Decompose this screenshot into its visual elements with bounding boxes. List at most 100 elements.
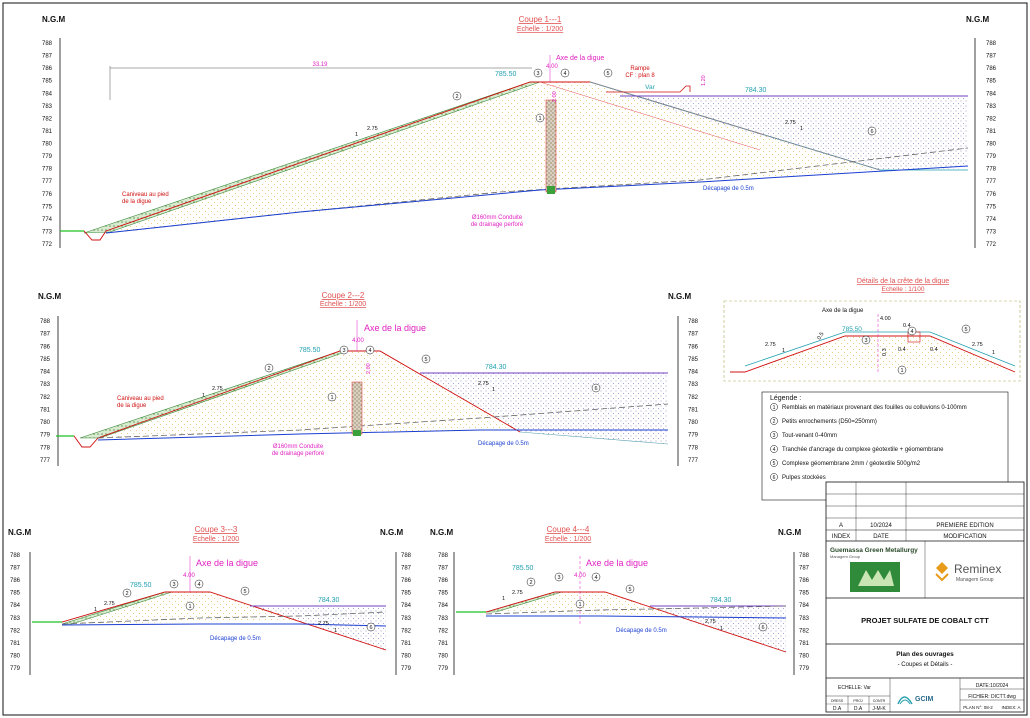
- revision-date: 10/2024: [870, 523, 892, 529]
- elevation-tick-label: 784: [401, 603, 412, 609]
- water-level: 784.30: [745, 87, 767, 94]
- elevation-tick-label: 784: [438, 603, 449, 609]
- slope-h: 2.75: [785, 120, 796, 126]
- drain-height: 2.00: [552, 91, 558, 102]
- svg-text:2: 2: [529, 580, 532, 586]
- partner-logo: [935, 562, 949, 582]
- pipe-label: de drainage perforé: [272, 451, 325, 457]
- section-title: Coupe 2---2: [322, 291, 365, 300]
- detail-scale: Echelle : 1/100: [881, 286, 924, 293]
- legend-item-text: Remblais en matériaux provenant des foui…: [782, 405, 967, 411]
- detail-slope-h: 2.75: [765, 342, 776, 348]
- ngm-label: N.G.M: [430, 528, 453, 537]
- crest-width: 4.00: [183, 573, 195, 579]
- elevation-tick-label: 787: [10, 566, 21, 572]
- legend-marker: 2: [264, 363, 274, 373]
- elevation-tick-label: 782: [401, 628, 412, 634]
- elevation-tick-label: 783: [438, 616, 449, 622]
- stripping-label: Décapage de 0.5m: [210, 636, 261, 642]
- elevation-tick-label: 787: [799, 566, 810, 572]
- legend-marker: 6: [366, 622, 376, 632]
- elevation-tick-label: 781: [10, 641, 21, 647]
- legend-marker: 2: [526, 577, 536, 587]
- ngm-label: N.G.M: [778, 528, 801, 537]
- signoff-head: DRESS: [831, 699, 844, 703]
- ditch-label: Caniveau au pied: [117, 396, 164, 402]
- legend-marker: 5: [961, 324, 971, 334]
- header-date: DATE: [873, 534, 889, 540]
- crest-level: 785.50: [130, 582, 152, 589]
- svg-text:4: 4: [773, 447, 776, 453]
- elevation-tick-label: 785: [688, 357, 699, 363]
- ngm-label: N.G.M: [966, 15, 989, 24]
- svg-text:5: 5: [606, 71, 609, 77]
- elevation-tick-label: 785: [40, 357, 51, 363]
- legend-marker: 3: [339, 345, 349, 355]
- slope-h: 2.75: [512, 590, 523, 596]
- section-scale: Echelle : 1/200: [517, 26, 563, 33]
- elevation-tick-label: 783: [10, 616, 21, 622]
- svg-text:4: 4: [197, 582, 200, 588]
- legend-marker: 5: [603, 68, 613, 78]
- elevation-tick-label: 782: [10, 628, 21, 634]
- axis-label: Axe de la digue: [586, 558, 648, 568]
- elevation-tick-label: 776: [42, 192, 53, 198]
- elevation-tick-label: 782: [438, 628, 449, 634]
- slope-v: 1: [720, 626, 723, 632]
- svg-text:6: 6: [594, 386, 597, 392]
- legend-item: 5 Complexe géomembrane 2mm / géotextile 5…: [770, 459, 921, 467]
- legend-marker: 5: [240, 586, 250, 596]
- elevation-tick-label: 787: [40, 332, 51, 338]
- ramp-height: 1.20: [701, 75, 707, 86]
- legend-marker: 5: [421, 354, 431, 364]
- partner-logo-sub: Managem Group: [956, 577, 994, 583]
- detail-slope-v: 1: [992, 350, 995, 356]
- elevation-tick-label: 786: [10, 578, 21, 584]
- legend-item: 6 Pulpes stockées: [770, 473, 826, 481]
- svg-text:2: 2: [267, 366, 270, 372]
- elevation-tick-label: 777: [40, 458, 51, 464]
- legend-item-text: Tranchée d'ancrage du complexe géotextil…: [782, 447, 944, 453]
- section-4: N.G.M N.G.M Coupe 4---4 Echelle : 1/200 …: [430, 525, 810, 675]
- signoff-head: PROJ: [853, 699, 863, 703]
- ngm-label: N.G.M: [380, 528, 403, 537]
- file-field: FICHIER: DICTT.dwg: [968, 694, 1016, 700]
- elevation-tick-label: 778: [688, 445, 699, 451]
- elevation-tick-label: 784: [688, 370, 699, 376]
- elevation-tick-label: 780: [688, 420, 699, 426]
- ramp-label: Rampe: [630, 66, 650, 72]
- ditch-label: de la digue: [117, 403, 147, 409]
- legend-item: 3 Tout-venant 0-40mm: [770, 431, 837, 439]
- elevation-tick-label: 783: [401, 616, 412, 622]
- elevation-tick-label: 779: [10, 666, 21, 672]
- client-logo-text: Guemassa Green Metallurgy: [830, 547, 918, 554]
- detail-dim: 0.4: [903, 323, 911, 329]
- office-logo-text: GCIM: [915, 696, 933, 703]
- svg-text:6: 6: [870, 129, 873, 135]
- slope-h: 2.75: [705, 619, 716, 625]
- elevation-tick-label: 780: [401, 653, 412, 659]
- plan-number: PLAN N°: 08-2: [963, 705, 993, 710]
- slope-h: 2.75: [478, 381, 489, 387]
- project-name: PROJET SULFATE DE COBALT CTT: [861, 616, 989, 625]
- elevation-tick-label: 780: [42, 142, 53, 148]
- svg-text:1: 1: [578, 602, 581, 608]
- client-logo-sub: Managem Group: [830, 554, 861, 559]
- elevation-tick-label: 786: [42, 66, 53, 72]
- elevation-tick-label: 772: [986, 242, 997, 248]
- svg-text:5: 5: [424, 357, 427, 363]
- legend-marker: 5: [625, 584, 635, 594]
- crest-level: 785.50: [495, 71, 517, 78]
- section-title: Coupe 4---4: [547, 525, 590, 534]
- crest-detail: Détails de la crête de la digue Echelle …: [723, 278, 1021, 382]
- legend-marker: 4: [907, 326, 917, 336]
- svg-text:5: 5: [628, 587, 631, 593]
- detail-dim: 0.3: [882, 348, 888, 356]
- svg-text:5: 5: [773, 461, 776, 467]
- elevation-tick-label: 788: [799, 553, 810, 559]
- elevation-tick-label: 775: [986, 204, 997, 210]
- index-field: INDEX: A: [1001, 705, 1020, 710]
- legend-item: 2 Petits enrochements (D50=250mm): [770, 417, 877, 425]
- legend-item-text: Tout-venant 0-40mm: [782, 433, 837, 439]
